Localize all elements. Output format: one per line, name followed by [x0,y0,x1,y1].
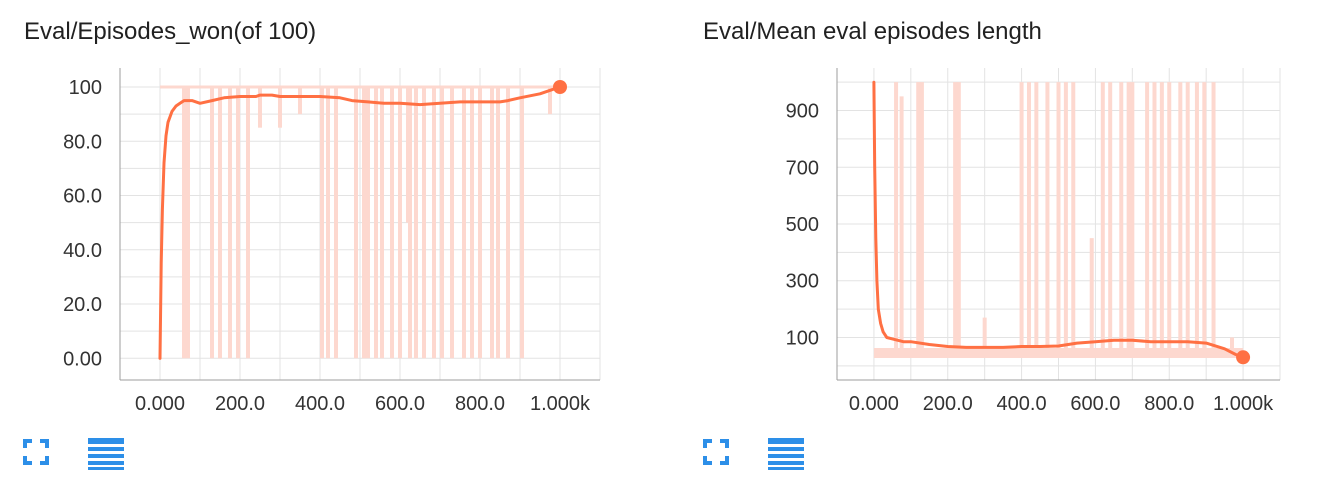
x-tick-label: 400.0 [295,393,345,415]
series-line [158,85,562,360]
chart-title: Eval/Episodes_won(of 100) [24,18,317,45]
y-tick-label: 80.0 [63,131,102,153]
x-tick-label: 1.000k [1213,393,1274,415]
fullscreen-button[interactable] [22,438,50,466]
x-tick-label: 800.0 [1144,393,1194,415]
x-tick-label: 0.000 [849,393,899,415]
y-tick-label: 20.0 [63,294,102,316]
x-tick-label: 200.0 [215,393,265,415]
menu-lines-icon [768,438,804,470]
x-tick-label: 1.000k [530,393,591,415]
x-tick-label: 200.0 [923,393,973,415]
series-end-marker[interactable] [553,79,567,94]
x-tick-label: 800.0 [455,393,505,415]
y-tick-label: 900 [786,101,819,123]
y-tick-label: 60.0 [63,186,102,208]
y-tick-label: 100 [69,77,102,99]
chart-card-episodes-won: Eval/Episodes_won(of 100) 0.00 20.0 40.0 60… [0,0,620,498]
data-table-button[interactable] [88,438,124,470]
episode-length-chart[interactable]: 100 300 500 700 900 0.000 200.0 400.0 600.0 800.0… [680,0,1300,498]
y-tick-label: 40.0 [63,240,102,262]
x-tick-label: 400.0 [997,393,1047,415]
fullscreen-button[interactable] [702,438,730,466]
chart-card-episode-length: Eval/Mean eval episodes length 100 300 500… [680,0,1300,498]
fullscreen-icon [703,439,729,465]
episodes-won-chart[interactable]: 0.00 20.0 40.0 60.0 80.0 100 0.000 200.0 400.0 60… [0,0,620,498]
fullscreen-icon [23,439,49,465]
y-tick-label: 700 [786,157,819,179]
menu-lines-icon [88,438,124,470]
x-tick-label: 600.0 [375,393,425,415]
data-table-button[interactable] [768,438,804,470]
y-tick-label: 0.00 [63,348,102,370]
x-tick-label: 0.000 [135,393,185,415]
series-line [872,80,1245,359]
y-tick-label: 500 [786,214,819,236]
series-end-marker[interactable] [1236,350,1251,365]
x-tick-label: 600.0 [1070,393,1120,415]
y-tick-label: 300 [786,271,819,293]
chart-title: Eval/Mean eval episodes length [703,18,1042,45]
y-tick-label: 100 [786,327,819,349]
